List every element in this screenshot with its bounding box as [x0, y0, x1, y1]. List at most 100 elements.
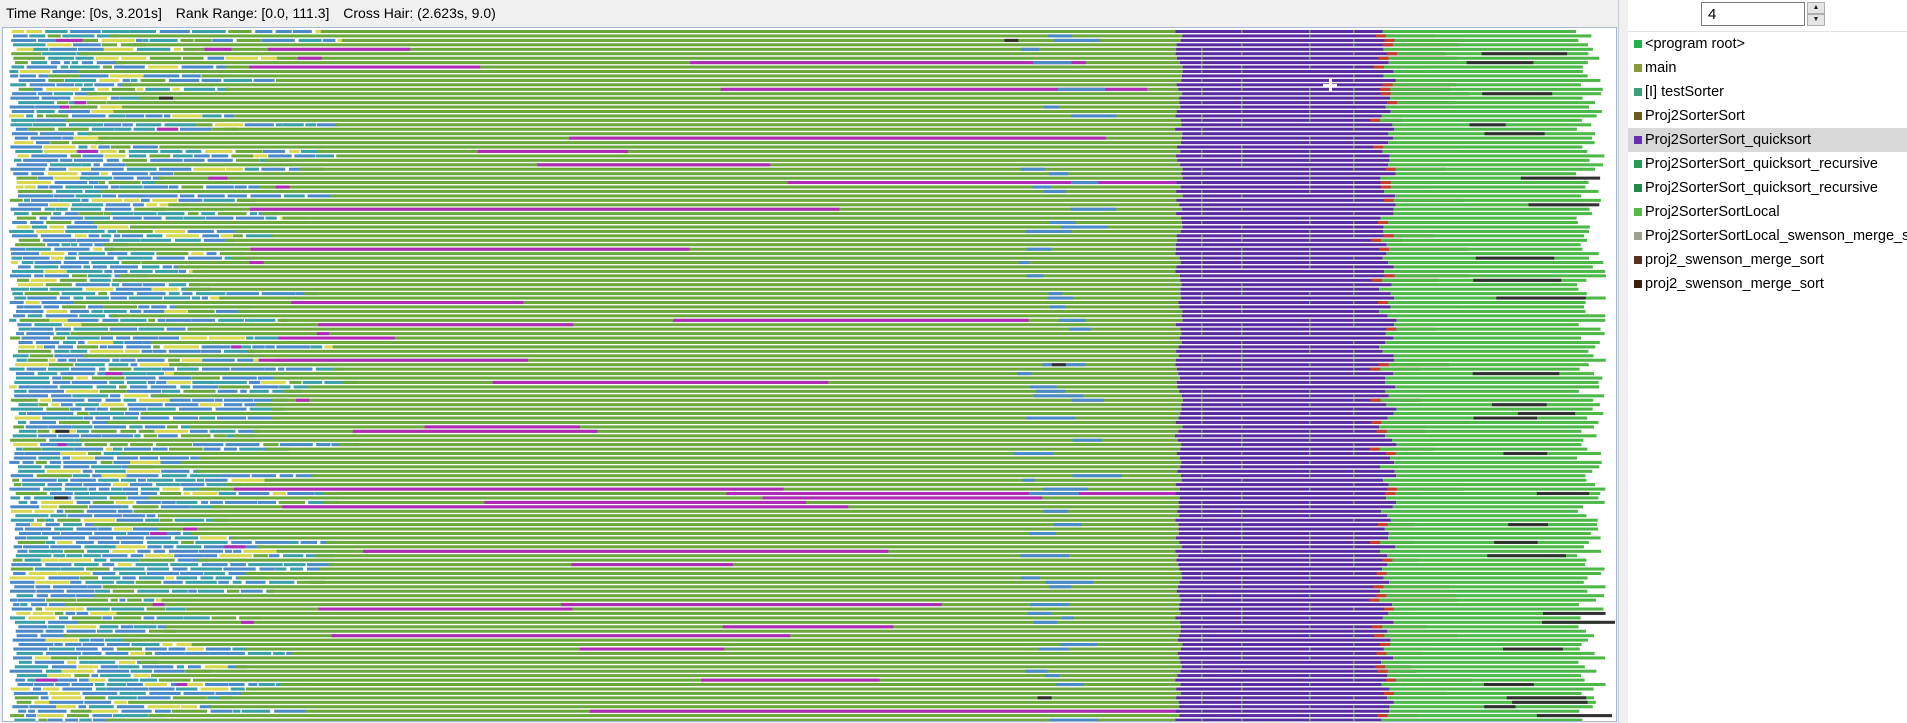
trace-segment-early [93, 163, 100, 167]
trace-segment-early [99, 345, 107, 349]
legend-item[interactable]: Proj2SorterSort [1628, 104, 1907, 128]
legend-item[interactable]: Proj2SorterSort_quicksort_recursive [1628, 176, 1907, 200]
trace-segment-early [94, 532, 120, 536]
trace-segment-early [174, 518, 205, 522]
trace-segment-early [298, 38, 322, 42]
trace-tick [1309, 345, 1311, 349]
trace-tick [1353, 318, 1355, 322]
trace-segment-early [112, 549, 136, 553]
trace-segment-blue [1029, 532, 1056, 536]
trace-segment-early [54, 527, 74, 531]
trace-segment-early [113, 567, 145, 571]
trace-segment-early [268, 154, 292, 158]
trace-segment-early [57, 358, 67, 362]
trace-segment-early [183, 691, 215, 695]
trace-canvas-frame[interactable] [2, 27, 1617, 722]
trace-tick [1241, 238, 1243, 242]
trace-tick [1353, 709, 1355, 713]
trace-segment-early [191, 376, 220, 380]
trace-segment-early [48, 367, 70, 371]
trace-tick [1201, 172, 1203, 176]
trace-tick [1201, 660, 1203, 664]
trace-segment-quicksort [1179, 389, 1386, 393]
trace-tick [1241, 123, 1243, 127]
trace-segment-early [66, 554, 83, 558]
trace-segment-quicksort [1181, 474, 1397, 478]
trace-segment-early [324, 380, 358, 384]
legend-item[interactable]: proj2_swenson_merge_sort [1628, 272, 1907, 296]
trace-segment-early [79, 638, 90, 642]
trace-segment-sortlocal [1392, 558, 1587, 562]
spin-down-icon[interactable]: ▼ [1807, 14, 1825, 26]
trace-segment-early [188, 256, 222, 260]
spin-up-icon[interactable]: ▲ [1807, 2, 1825, 14]
trace-segment-early [138, 327, 165, 331]
trace-segment-early [82, 651, 102, 655]
trace-segment-magenta [424, 425, 580, 429]
trace-segment-early [159, 456, 189, 460]
trace-segment-early [182, 292, 193, 296]
trace-segment-early [16, 163, 48, 167]
trace-segment-sortlocal [1388, 363, 1589, 367]
trace-tick [1241, 416, 1243, 420]
trace-segment-early [257, 500, 277, 504]
trace-segment-early [14, 141, 34, 145]
legend-item[interactable]: <program root> [1628, 32, 1907, 56]
trace-tick [1241, 110, 1243, 114]
trace-segment-early [145, 647, 167, 651]
trace-segment-early [16, 225, 31, 229]
legend-item[interactable]: [I] testSorter [1628, 80, 1907, 104]
trace-segment-early [10, 83, 27, 87]
trace-segment-early [116, 518, 144, 522]
trace-tick [1353, 718, 1355, 721]
depth-input[interactable] [1701, 2, 1805, 26]
trace-tick [1309, 372, 1311, 376]
trace-segment-early [33, 496, 54, 500]
trace-segment-early [108, 367, 132, 371]
trace-tick [1241, 651, 1243, 655]
legend-item[interactable]: Proj2SorterSort_quicksort [1628, 128, 1907, 152]
trace-segment-early [199, 705, 213, 709]
trace-segment-quicksort [1175, 154, 1390, 158]
trace-segment-early [191, 318, 216, 322]
legend-item[interactable]: proj2_swenson_merge_sort [1628, 248, 1907, 272]
legend-item[interactable]: Proj2SorterSortLocal [1628, 200, 1907, 224]
trace-segment-early [96, 407, 108, 411]
trace-segment-sortlocal [1380, 540, 1589, 544]
trace-segment-early [79, 176, 113, 180]
trace-segment-sortlocal [1395, 172, 1577, 176]
pane-splitter[interactable] [1618, 0, 1628, 723]
legend-item[interactable]: Proj2SorterSort_quicksort_recursive [1628, 152, 1907, 176]
trace-segment-early [48, 603, 70, 607]
trace-segment-early [180, 705, 197, 709]
trace-segment-early [21, 261, 34, 265]
trace-segment-early [164, 403, 199, 407]
legend-item[interactable]: Proj2SorterSortLocal_swenson_merge_sort [1628, 224, 1907, 248]
trace-tick [1241, 585, 1243, 589]
trace-segment-early [187, 327, 209, 331]
trace-tick [1241, 163, 1243, 167]
trace-timeline-canvas[interactable] [3, 28, 1616, 721]
trace-segment-early [158, 167, 192, 171]
trace-segment-early [279, 474, 294, 478]
trace-segment-early [173, 154, 193, 158]
trace-segment-early [132, 145, 158, 149]
trace-segment-main [184, 287, 1181, 291]
trace-segment-early [53, 554, 65, 558]
trace-segment-early [84, 545, 116, 549]
legend-item[interactable]: main [1628, 56, 1907, 80]
trace-segment-early [152, 198, 177, 202]
trace-segment-early [308, 500, 339, 504]
trace-tick [1201, 696, 1203, 700]
trace-segment-dark [1482, 92, 1553, 96]
trace-segment-early [77, 341, 85, 345]
trace-tick [1201, 292, 1203, 296]
trace-segment-early [156, 380, 167, 384]
trace-segment-main [106, 101, 1180, 105]
trace-tick [1241, 96, 1243, 100]
trace-segment-early [177, 367, 199, 371]
trace-segment-early [116, 336, 131, 340]
trace-segment-early [138, 478, 146, 482]
trace-segment-main [157, 527, 1179, 531]
trace-segment-early [108, 363, 129, 367]
